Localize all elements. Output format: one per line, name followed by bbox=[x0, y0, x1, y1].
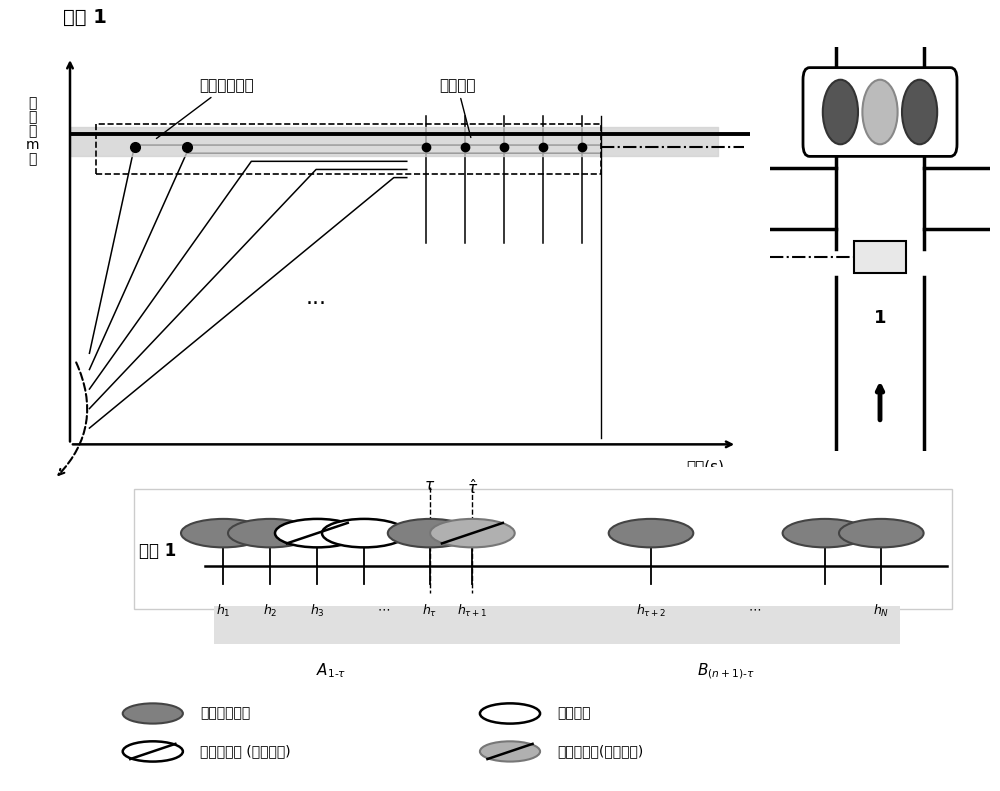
Text: 检测到的车辆: 检测到的车辆 bbox=[200, 706, 250, 721]
Text: ...: ... bbox=[306, 288, 327, 308]
Text: $h_{\tau+1}$: $h_{\tau+1}$ bbox=[457, 603, 488, 619]
Circle shape bbox=[823, 80, 858, 144]
Text: 1: 1 bbox=[874, 308, 886, 327]
Bar bbox=[463, 606, 900, 644]
Text: $h_1$: $h_1$ bbox=[216, 603, 231, 619]
Circle shape bbox=[609, 519, 693, 547]
Text: $\tau$: $\tau$ bbox=[424, 478, 436, 493]
Text: 时间(s): 时间(s) bbox=[686, 459, 724, 474]
Text: 车道 1: 车道 1 bbox=[63, 8, 107, 28]
Circle shape bbox=[123, 741, 183, 762]
Text: $\cdots$: $\cdots$ bbox=[748, 603, 761, 615]
Text: $B_{(n+1)\text{-}\tau}$: $B_{(n+1)\text{-}\tau}$ bbox=[697, 661, 755, 680]
FancyBboxPatch shape bbox=[17, 464, 999, 789]
Text: $h_\tau$: $h_\tau$ bbox=[422, 603, 438, 619]
Text: $h_{\tau+2}$: $h_{\tau+2}$ bbox=[636, 603, 666, 619]
Text: 漏检车辆: 漏检车辆 bbox=[439, 78, 476, 138]
Text: $A_{1\text{-}\tau}$: $A_{1\text{-}\tau}$ bbox=[316, 661, 347, 680]
Text: 漏检车辆: 漏检车辆 bbox=[557, 706, 590, 721]
Text: 检测到的车辆: 检测到的车辆 bbox=[156, 78, 254, 138]
Circle shape bbox=[123, 703, 183, 724]
Circle shape bbox=[430, 519, 515, 547]
Bar bbox=[134, 489, 952, 609]
Circle shape bbox=[902, 80, 937, 144]
Circle shape bbox=[388, 519, 472, 547]
Text: 距
离
（
m
）: 距 离 （ m ） bbox=[26, 96, 39, 166]
Text: 车道 1: 车道 1 bbox=[139, 542, 176, 559]
Text: $h_N$: $h_N$ bbox=[873, 603, 889, 619]
FancyBboxPatch shape bbox=[803, 67, 957, 157]
Text: 末尾排队车(正确识别): 末尾排队车(正确识别) bbox=[557, 744, 643, 759]
Text: $\hat{\tau}$: $\hat{\tau}$ bbox=[467, 478, 478, 497]
Circle shape bbox=[480, 703, 540, 724]
Circle shape bbox=[862, 80, 898, 144]
Circle shape bbox=[480, 741, 540, 762]
Text: $h_2$: $h_2$ bbox=[263, 603, 278, 619]
Circle shape bbox=[275, 519, 360, 547]
Bar bbox=[214, 606, 463, 644]
Circle shape bbox=[181, 519, 266, 547]
Bar bbox=[854, 241, 906, 274]
Circle shape bbox=[228, 519, 313, 547]
Circle shape bbox=[322, 519, 407, 547]
Bar bbox=[96, 124, 601, 174]
Text: $h_3$: $h_3$ bbox=[310, 603, 325, 619]
Circle shape bbox=[839, 519, 924, 547]
Text: 末尾排队车 (错误识别): 末尾排队车 (错误识别) bbox=[200, 744, 290, 759]
Text: $\cdots$: $\cdots$ bbox=[377, 603, 390, 615]
Circle shape bbox=[783, 519, 867, 547]
